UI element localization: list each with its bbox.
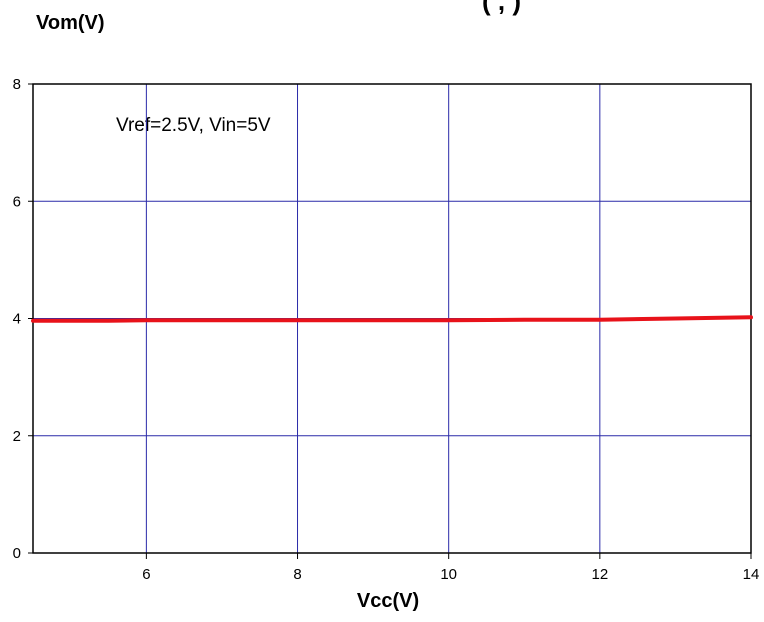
- x-tick-label: 10: [440, 566, 457, 583]
- y-tick-label: 8: [13, 76, 21, 93]
- chart-title-fragment: ( , ): [482, 0, 521, 16]
- x-axis-label: Vcc(V): [356, 590, 420, 612]
- x-tick-label: 6: [142, 566, 150, 583]
- y-tick-label: 4: [13, 311, 21, 328]
- chart-annotation: Vref=2.5V, Vin=5V: [116, 115, 271, 136]
- y-tick-label: 0: [13, 545, 21, 562]
- y-tick-label: 2: [13, 428, 21, 445]
- x-tick-label: 12: [591, 566, 608, 583]
- x-tick-label: 8: [293, 566, 301, 583]
- y-tick-label: 6: [13, 193, 21, 210]
- x-tick-label: 14: [743, 566, 760, 583]
- series-line: [31, 315, 753, 323]
- y-axis-label: Vom(V): [36, 12, 105, 34]
